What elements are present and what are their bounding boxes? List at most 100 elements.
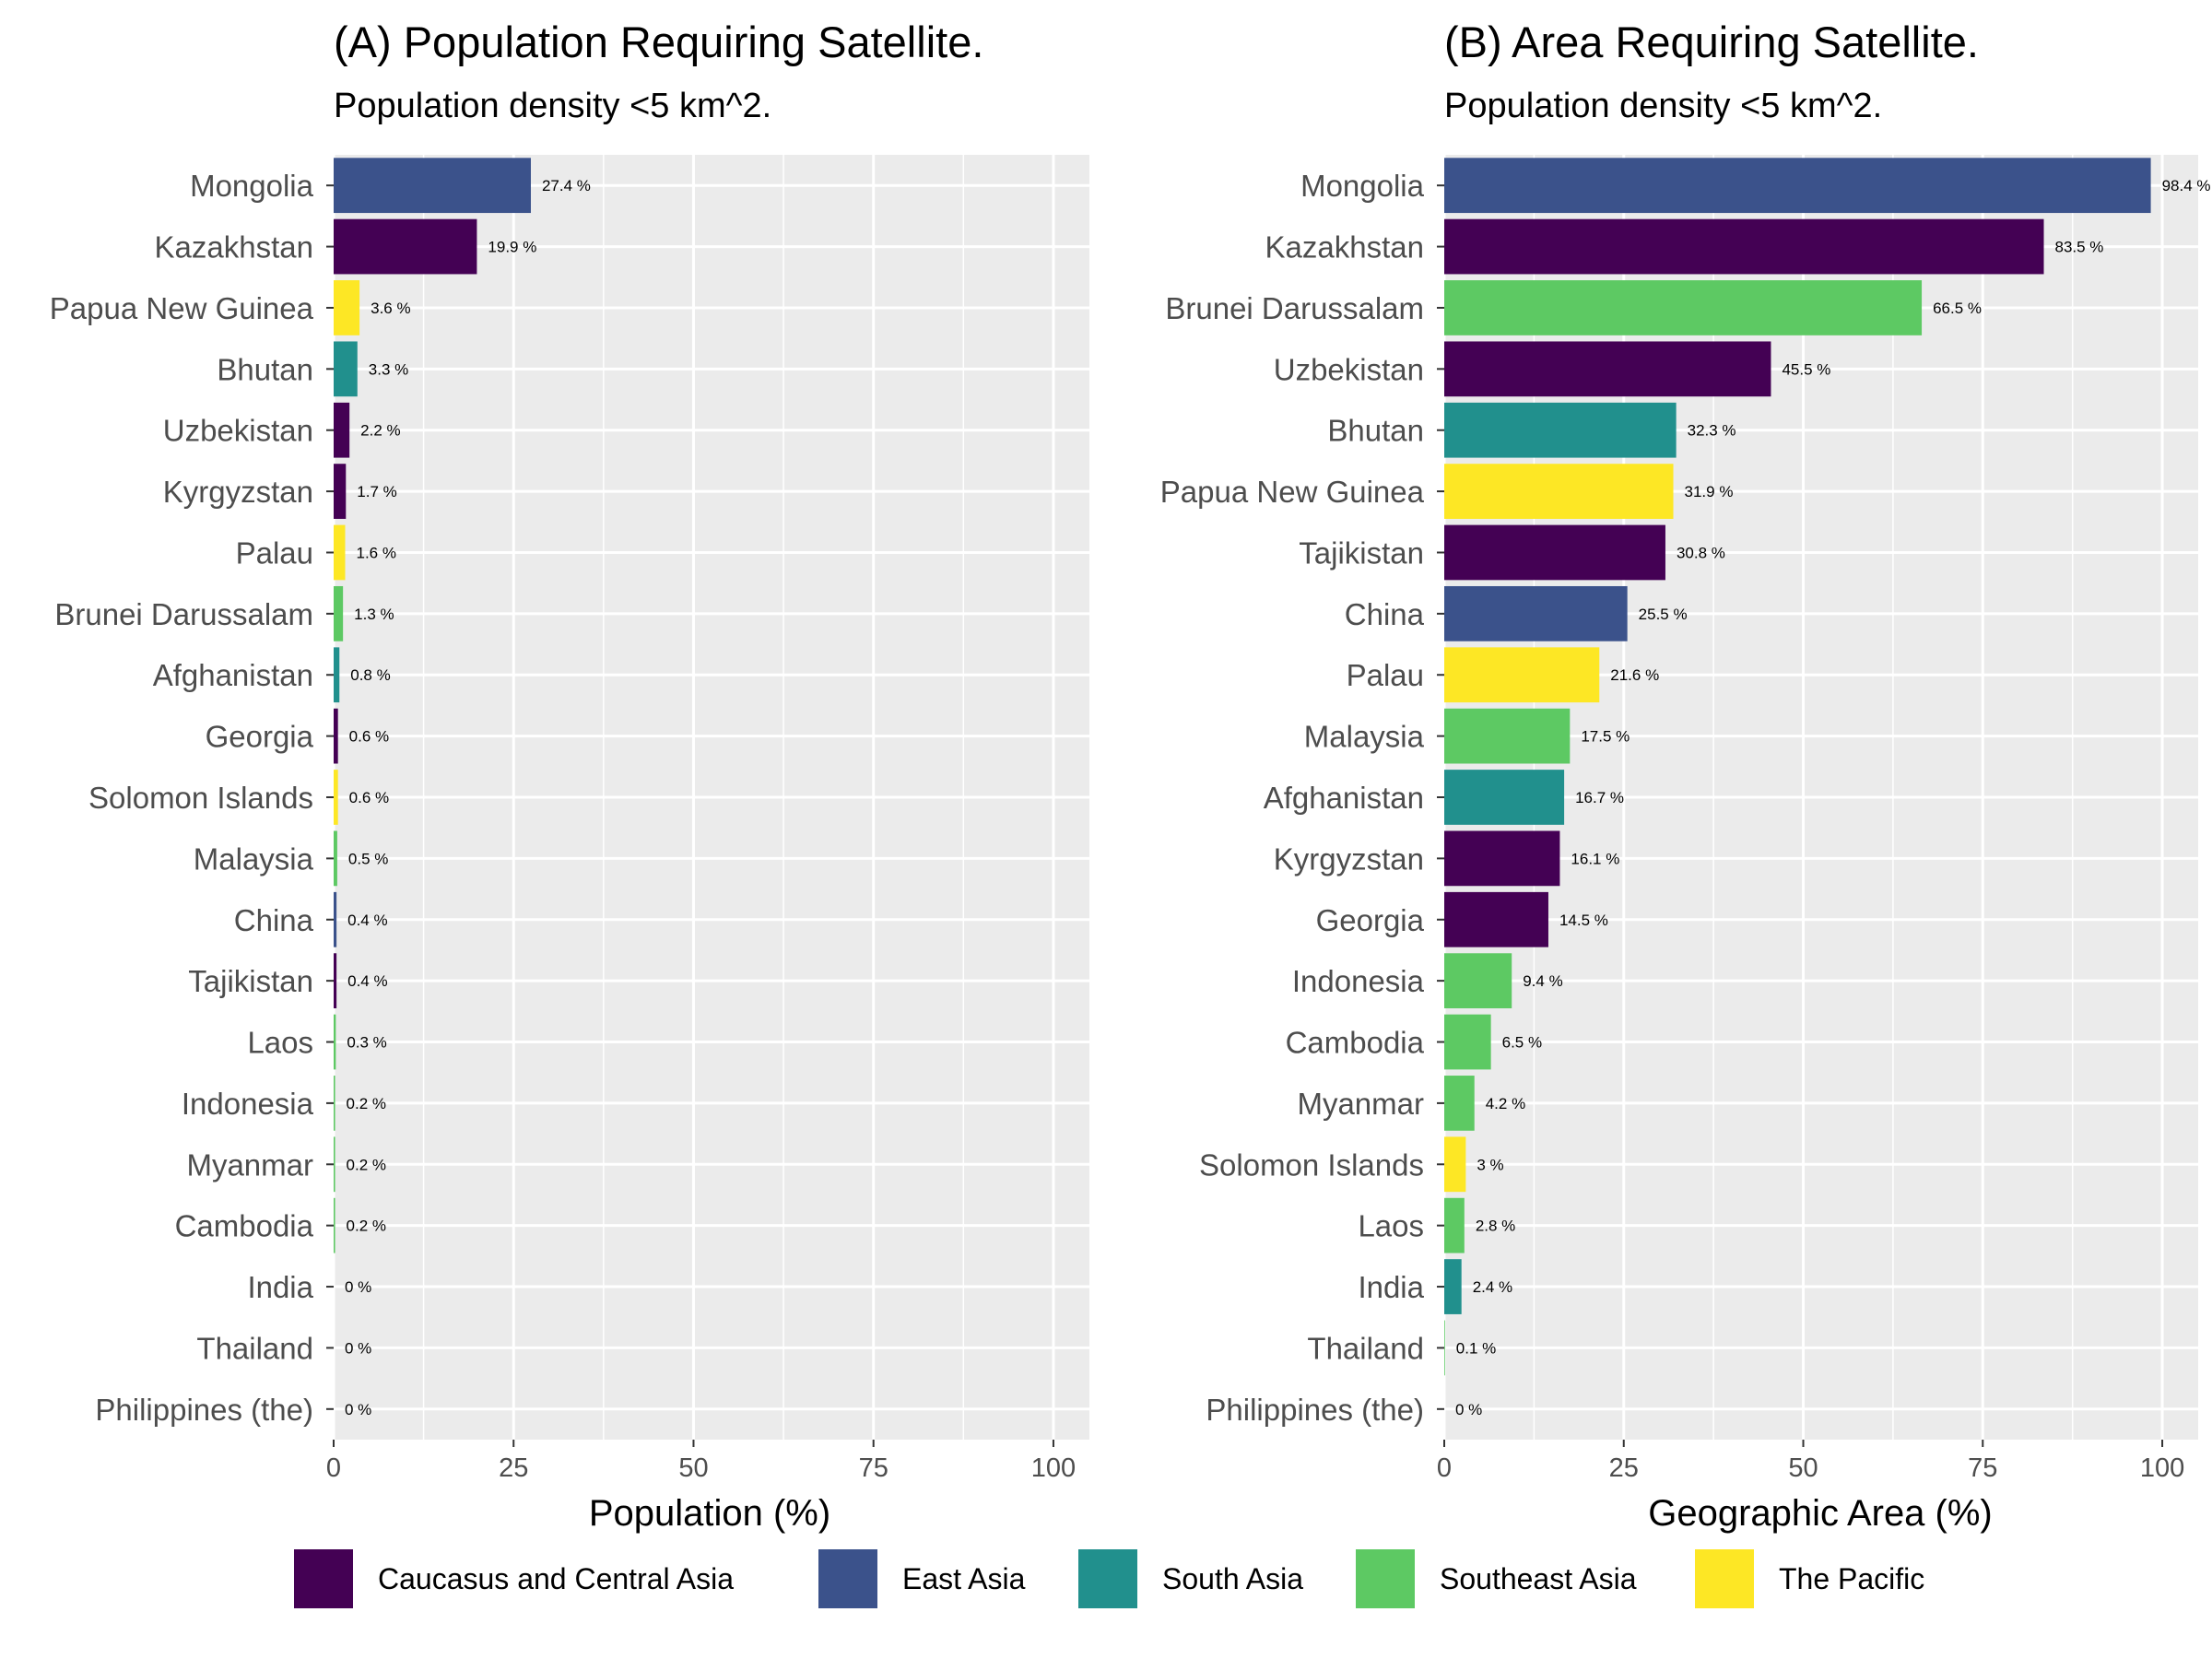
panel-b-category-label: Afghanistan	[1264, 781, 1424, 815]
panel-b-category-label: China	[1345, 597, 1425, 631]
panel-a-bar	[334, 770, 338, 825]
panel-b-bar	[1444, 464, 1674, 519]
legend: Caucasus and Central Asia East Asia South …	[292, 1547, 1924, 1610]
panel-a-bar-value-label: 2.2 %	[360, 422, 400, 440]
panel-a-category-label: Afghanistan	[153, 658, 313, 692]
panel-a-bar	[334, 158, 531, 214]
panel-b-bar	[1444, 1076, 1475, 1131]
panel-b-bar	[1444, 1014, 1491, 1070]
panel-b-bar	[1444, 524, 1665, 581]
panel-a-category-label: Indonesia	[182, 1087, 314, 1121]
panel-b-bar	[1444, 341, 1771, 397]
panel-b-bar	[1444, 1136, 1466, 1193]
panel-a-category-label: Georgia	[206, 720, 314, 754]
panel-b-bar-value-label: 66.5 %	[1933, 300, 1982, 317]
panel-b-category-label: Papua New Guinea	[1160, 475, 1425, 509]
panel-a-plot: 27.4 % Mongolia 19.9 % Kazakhstan 3.6 % Papua…	[50, 155, 1089, 1483]
panel-a-category-label: Uzbekistan	[163, 414, 313, 448]
panel-a-x-axis-label: Population (%)	[589, 1493, 830, 1534]
panel-b-bar-value-label: 17.5 %	[1581, 728, 1630, 746]
panel-b-bar	[1444, 953, 1512, 1009]
panel-b-bar	[1444, 647, 1600, 703]
panel-b-x-tick-label: 50	[1788, 1453, 1818, 1483]
panel-b-bar-value-label: 16.7 %	[1575, 789, 1624, 806]
panel-a-x-tick-label: 75	[859, 1453, 888, 1483]
panel-b-category-label: India	[1358, 1270, 1424, 1304]
panel-a-bar-value-label: 0.2 %	[347, 1095, 386, 1112]
panel-a-bar-value-label: 0.5 %	[348, 850, 388, 867]
panel-a-bar	[334, 647, 340, 703]
panel-a-x-tick-label: 100	[1031, 1453, 1076, 1483]
panel-a-bar	[334, 1197, 335, 1253]
panel-a-bar-value-label: 1.7 %	[357, 483, 396, 500]
panel-b-category-label: Palau	[1347, 658, 1424, 692]
panel-a-category-label: Thailand	[196, 1331, 313, 1365]
panel-b-bar	[1444, 218, 2044, 275]
legend-label: Caucasus and Central Asia	[378, 1562, 734, 1595]
panel-a-bar	[334, 280, 360, 335]
panel-a-bar-value-label: 0 %	[345, 1278, 371, 1296]
panel-a-category-label: Cambodia	[175, 1209, 314, 1243]
panel-b-category-label: Uzbekistan	[1274, 352, 1424, 386]
panel-b-category-label: Mongolia	[1300, 169, 1425, 203]
panel-b-bar-value-label: 9.4 %	[1523, 972, 1562, 990]
panel-b-bar	[1444, 280, 1923, 335]
panel-a: (A) Population Requiring Satellite. Popu…	[50, 18, 1089, 1534]
panel-b-bar-value-label: 4.2 %	[1486, 1095, 1525, 1112]
panel-a-bar	[334, 464, 347, 519]
panel-a-bar	[334, 585, 344, 641]
panel-b-bar-value-label: 3 %	[1477, 1156, 1503, 1173]
panel-b: (B) Area Requiring Satellite. Population…	[1160, 18, 2211, 1534]
panel-a-bar-value-label: 0.4 %	[347, 912, 387, 929]
panel-b-x-tick-label: 75	[1968, 1453, 1997, 1483]
panel-a-category-label: Tajikistan	[188, 964, 313, 998]
panel-a-bar	[334, 830, 337, 887]
panel-a-category-label: Philippines (the)	[95, 1393, 313, 1427]
panel-a-bar	[334, 1014, 336, 1070]
panel-b-bar	[1444, 585, 1628, 641]
panel-b-bar	[1444, 1197, 1465, 1253]
panel-a-category-label: Malaysia	[194, 841, 314, 876]
panel-a-bar-value-label: 0.4 %	[347, 972, 387, 990]
panel-b-bar-value-label: 16.1 %	[1571, 850, 1619, 867]
panel-a-bar-value-label: 0.6 %	[349, 789, 389, 806]
panel-b-category-label: Kyrgyzstan	[1274, 841, 1424, 876]
panel-a-x-tick-label: 0	[326, 1453, 341, 1483]
panel-b-bar	[1444, 158, 2151, 214]
legend-swatch	[292, 1547, 355, 1610]
panel-b-category-label: Bhutan	[1327, 414, 1424, 448]
panel-a-bar-value-label: 19.9 %	[488, 239, 536, 256]
panel-b-category-label: Brunei Darussalam	[1165, 291, 1424, 325]
panel-a-bar-value-label: 0.2 %	[347, 1218, 386, 1235]
panel-a-category-label: Myanmar	[186, 1147, 313, 1182]
panel-a-bar-value-label: 0.8 %	[350, 666, 390, 684]
panel-a-bar	[334, 891, 337, 947]
panel-a-category-label: Palau	[236, 535, 313, 570]
panel-a-category-label: Brunei Darussalam	[54, 597, 313, 631]
panel-b-category-label: Georgia	[1316, 903, 1425, 937]
panel-b-title: (B) Area Requiring Satellite.	[1444, 18, 1979, 66]
panel-a-bar-value-label: 1.3 %	[354, 606, 394, 623]
panel-a-bar-value-label: 0.2 %	[347, 1156, 386, 1173]
panel-b-subtitle: Population density <5 km^2.	[1444, 87, 1882, 125]
panel-a-bar-value-label: 0 %	[345, 1339, 371, 1357]
panel-b-category-label: Thailand	[1307, 1331, 1424, 1365]
panel-b-bar-value-label: 14.5 %	[1559, 912, 1608, 929]
panel-b-category-label: Laos	[1358, 1209, 1424, 1243]
panel-b-bar-value-label: 25.5 %	[1639, 606, 1688, 623]
legend-swatch	[817, 1547, 879, 1610]
panel-a-bar	[334, 708, 338, 764]
panel-a-bar-value-label: 0.3 %	[347, 1034, 386, 1052]
panel-b-bar-value-label: 45.5 %	[1782, 360, 1830, 378]
panel-a-bar	[334, 402, 350, 458]
panel-a-bar	[334, 341, 358, 397]
panel-b-bar-value-label: 21.6 %	[1610, 666, 1659, 684]
panel-a-bar	[334, 524, 346, 581]
legend-label: East Asia	[902, 1562, 1026, 1595]
panel-b-category-label: Myanmar	[1297, 1087, 1424, 1121]
panel-a-bar	[334, 1136, 335, 1193]
panel-b-x-tick-label: 25	[1609, 1453, 1639, 1483]
panel-a-category-label: Solomon Islands	[88, 781, 313, 815]
panel-a-category-label: Laos	[247, 1026, 313, 1060]
